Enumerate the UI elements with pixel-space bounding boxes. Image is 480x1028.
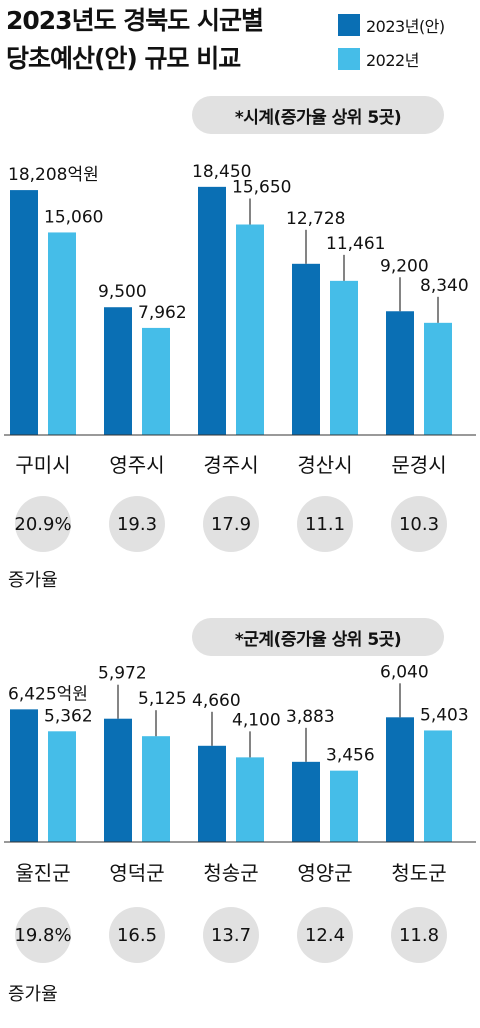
bar-2022-5 [424, 322, 452, 435]
growth-rate-circle-2 [109, 907, 165, 963]
value-label-2022-3: 4,100 [232, 710, 281, 730]
value-label-2022-3: 15,650 [232, 178, 291, 198]
growth-rate-1: 19.8% [14, 925, 71, 946]
county-section-pill: *군계(증가율 상위 5곳) [192, 618, 444, 656]
category-label-3: 경주시 [203, 453, 258, 477]
category-label-3: 청송군 [203, 861, 258, 885]
growth-rate-1: 20.9% [14, 514, 71, 535]
value-label-2022-1: 15,060 [44, 207, 103, 227]
bar-2022-1 [48, 232, 76, 435]
bar-2023-2 [104, 307, 132, 435]
value-label-2022-4: 3,456 [326, 746, 375, 766]
category-label-4: 영양군 [297, 861, 352, 885]
legend-swatch-2023 [338, 14, 360, 36]
growth-rate-3: 13.7 [211, 925, 251, 946]
category-label-4: 경산시 [297, 453, 352, 477]
bar-2023-1 [10, 709, 38, 842]
bar-2022-4 [330, 770, 358, 842]
growth-rate-circle-3 [203, 496, 259, 552]
bar-2023-4 [292, 761, 320, 842]
value-label-2022-4: 11,461 [326, 234, 385, 254]
value-label-2022-2: 7,962 [138, 303, 187, 323]
category-label-5: 문경시 [391, 453, 446, 477]
legend-swatch-2022 [338, 48, 360, 70]
growth-rate-circle-1 [15, 496, 71, 552]
bar-2022-3 [236, 757, 264, 842]
value-label-2023-5: 9,200 [380, 256, 429, 276]
value-label-2023-1: 18,208억원 [8, 165, 99, 185]
bar-2023-5 [386, 311, 414, 435]
category-label-1: 구미시 [15, 453, 70, 477]
value-label-2023-4: 12,728 [286, 209, 345, 229]
growth-rate-5: 11.8 [399, 925, 439, 946]
value-label-2022-5: 8,340 [420, 276, 469, 296]
legend: 2023년(안) 2022년 [338, 8, 445, 76]
bar-2022-4 [330, 280, 358, 435]
growth-rate-3: 17.9 [211, 514, 251, 535]
bar-2022-5 [424, 730, 452, 842]
growth-rate-circle-4 [297, 907, 353, 963]
growth-rate-circle-3 [203, 907, 259, 963]
bar-2022-1 [48, 731, 76, 842]
growth-rate-circle-5 [391, 496, 447, 552]
category-label-2: 영주시 [109, 453, 164, 477]
growth-rate-circle-1 [15, 907, 71, 963]
value-label-2023-2: 9,500 [98, 282, 147, 302]
bar-2023-5 [386, 717, 414, 842]
bar-2022-3 [236, 224, 264, 435]
city-section-pill: *시계(증가율 상위 5곳) [192, 96, 444, 134]
title-line-2: 당초예산(안) 규모 비교 [6, 44, 241, 73]
value-label-2023-4: 3,883 [286, 707, 335, 727]
growth-rate-caption: 증가율 [8, 570, 58, 591]
bar-2023-4 [292, 263, 320, 435]
growth-rate-5: 10.3 [399, 514, 439, 535]
value-label-2022-1: 5,362 [44, 706, 93, 726]
bar-2023-1 [10, 190, 38, 435]
value-label-2022-2: 5,125 [138, 689, 187, 709]
legend-item-2023: 2023년(안) [338, 8, 445, 42]
legend-label-2023: 2023년(안) [366, 17, 445, 36]
title-line-1: 2023년도 경북도 시군별 [6, 6, 264, 35]
value-label-2022-5: 5,403 [420, 705, 469, 725]
bar-2023-2 [104, 718, 132, 842]
growth-rate-2: 19.3 [117, 514, 157, 535]
growth-rate-circle-5 [391, 907, 447, 963]
category-label-1: 울진군 [15, 861, 70, 885]
value-label-2023-1: 6,425억원 [8, 684, 88, 704]
value-label-2023-3: 18,450 [192, 162, 251, 182]
chart-title: 2023년도 경북도 시군별 당초예산(안) 규모 비교 [6, 2, 324, 78]
value-label-2023-5: 6,040 [380, 662, 429, 682]
growth-rate-circle-4 [297, 496, 353, 552]
category-label-5: 청도군 [391, 861, 446, 885]
bar-2023-3 [198, 745, 226, 842]
category-label-2: 영덕군 [109, 861, 164, 885]
growth-rate-circle-2 [109, 496, 165, 552]
growth-rate-2: 16.5 [117, 925, 157, 946]
legend-item-2022: 2022년 [338, 42, 445, 76]
growth-rate-4: 11.1 [305, 514, 345, 535]
legend-label-2022: 2022년 [366, 51, 419, 70]
growth-rate-4: 12.4 [305, 925, 345, 946]
growth-rate-caption: 증가율 [8, 984, 58, 1005]
value-label-2023-2: 5,972 [98, 664, 147, 684]
bar-2023-3 [198, 186, 226, 435]
bar-2022-2 [142, 327, 170, 435]
bar-2022-2 [142, 736, 170, 842]
value-label-2023-3: 4,660 [192, 691, 241, 711]
